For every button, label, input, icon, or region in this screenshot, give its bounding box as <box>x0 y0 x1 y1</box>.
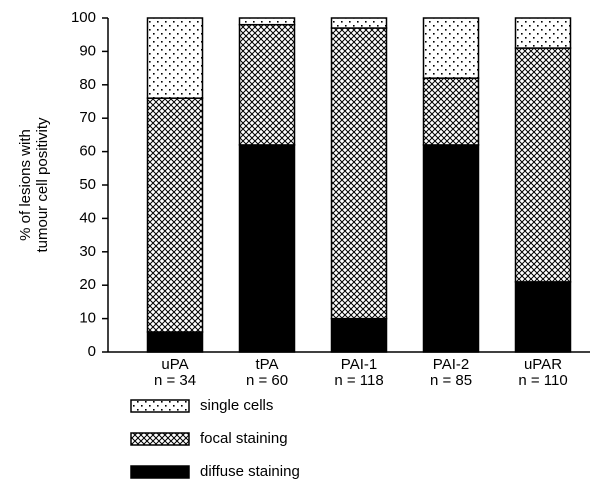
x-tick-label: tPA <box>255 356 278 373</box>
x-tick-label: uPAR <box>524 356 562 373</box>
y-tick-label: 0 <box>88 343 96 360</box>
bar-segment <box>146 331 204 353</box>
x-tick-label: PAI-1 <box>341 356 377 373</box>
bar-segment <box>330 27 388 320</box>
bar-segment <box>514 281 572 353</box>
sample-size-label: n = 85 <box>430 372 472 389</box>
y-tick-label: 50 <box>79 176 96 193</box>
bar-segment <box>330 317 388 353</box>
bar-segment <box>514 47 572 283</box>
sample-size-label: n = 110 <box>518 372 567 389</box>
y-tick-label: 70 <box>79 109 96 126</box>
bar-segment <box>146 17 204 99</box>
bar-segment <box>422 17 480 79</box>
sample-size-label: n = 60 <box>246 372 288 389</box>
sample-size-label: n = 118 <box>334 372 383 389</box>
legend-swatch <box>130 399 190 413</box>
bar-segment <box>146 97 204 333</box>
bar-segment <box>422 77 480 146</box>
bar-segment <box>422 144 480 353</box>
y-axis-label: % of lesions with tumour cell positivity <box>17 117 51 253</box>
y-tick-label: 60 <box>79 143 96 160</box>
bar-segment <box>238 144 296 353</box>
y-tick-label: 100 <box>71 9 96 26</box>
y-tick-label: 80 <box>79 76 96 93</box>
legend-swatch <box>130 465 190 479</box>
legend-swatch <box>130 432 190 446</box>
y-tick-label: 10 <box>79 310 96 327</box>
bar-segment <box>238 23 296 146</box>
legend-label: focal staining <box>200 430 288 447</box>
sample-size-label: n = 34 <box>154 372 196 389</box>
bar-segment <box>330 17 388 29</box>
bar-segment <box>238 17 296 26</box>
y-tick-label: 90 <box>79 42 96 59</box>
legend-label: single cells <box>200 397 273 414</box>
y-tick-label: 20 <box>79 276 96 293</box>
y-axis-label-line: tumour cell positivity <box>34 117 51 253</box>
legend-label: diffuse staining <box>200 463 300 480</box>
bar-segment <box>514 17 572 49</box>
x-tick-label: PAI-2 <box>433 356 469 373</box>
y-tick-label: 40 <box>79 209 96 226</box>
x-tick-label: uPA <box>161 356 188 373</box>
y-axis-label-line: % of lesions with <box>17 129 34 241</box>
y-tick-label: 30 <box>79 243 96 260</box>
